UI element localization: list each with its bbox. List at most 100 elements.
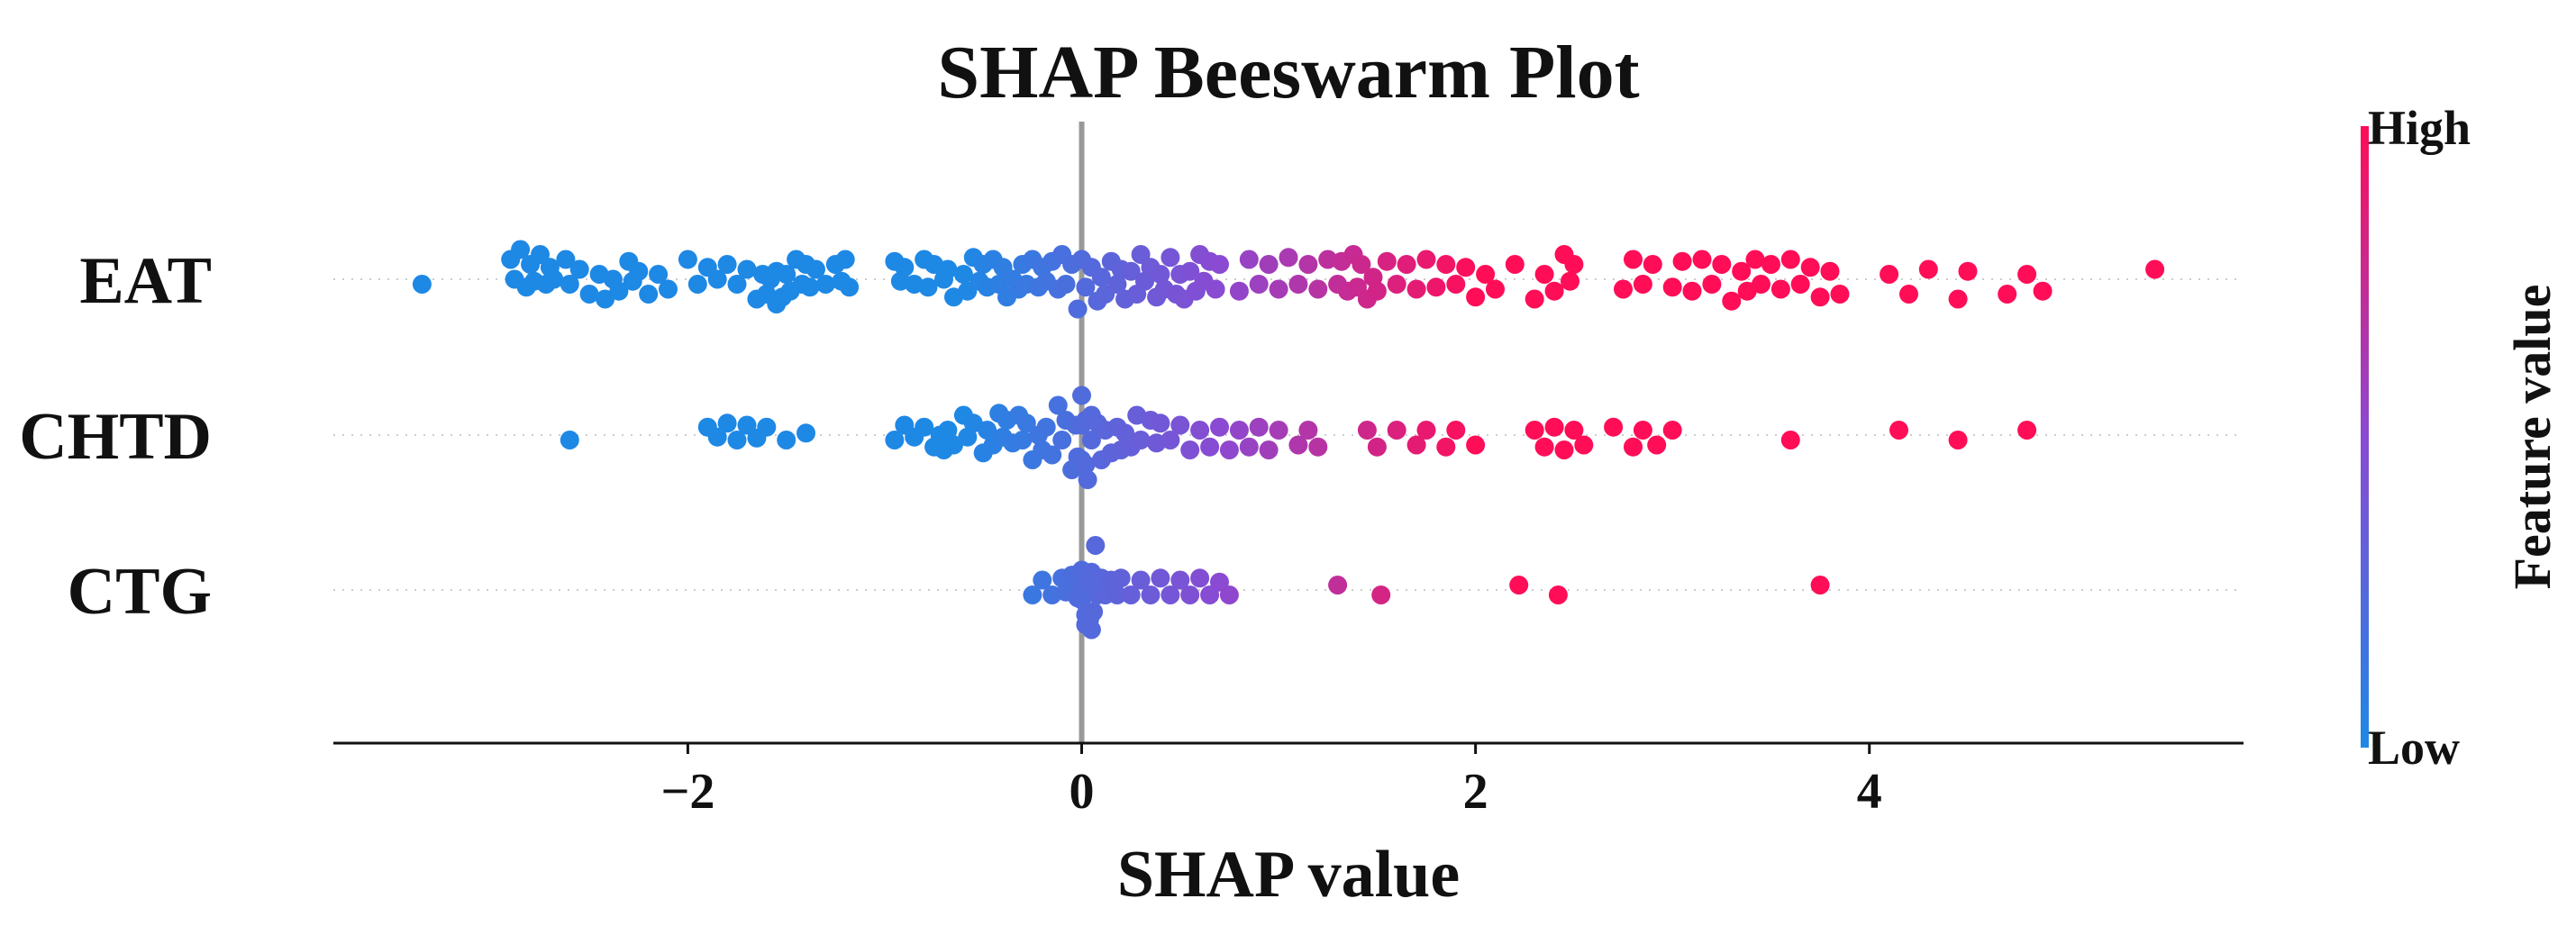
point-chtd — [1048, 395, 1068, 415]
point-chtd — [1574, 435, 1594, 455]
point-ctg — [1200, 586, 1220, 604]
point-eat — [1948, 289, 1968, 309]
point-eat — [1505, 255, 1525, 274]
point-chtd — [1466, 435, 1486, 455]
point-eat — [1712, 255, 1732, 274]
point-eat — [1318, 250, 1338, 269]
point-eat — [737, 259, 757, 279]
point-ctg — [1509, 576, 1529, 595]
point-chtd — [1170, 415, 1190, 435]
x-tick-label: 4 — [1857, 764, 1882, 820]
point-chtd — [1081, 431, 1101, 449]
point-eat — [569, 259, 589, 279]
point-eat — [1377, 251, 1397, 271]
point-eat — [531, 245, 550, 264]
point-eat — [1722, 291, 1742, 311]
point-eat — [1397, 255, 1416, 274]
point-eat — [1076, 277, 1096, 297]
point-eat — [1210, 255, 1229, 274]
point-eat — [1830, 285, 1850, 304]
point-chtd — [1662, 421, 1682, 440]
point-eat — [1958, 261, 1978, 281]
point-eat — [1702, 275, 1722, 294]
feature-value-colorbar — [2361, 126, 2369, 748]
point-chtd — [1151, 413, 1170, 433]
point-eat — [609, 281, 629, 301]
point-eat — [1672, 251, 1692, 271]
point-ctg — [1371, 586, 1391, 604]
point-eat — [1239, 250, 1259, 269]
point-chtd — [1219, 440, 1239, 459]
point-chtd — [796, 423, 815, 443]
point-ctg — [1072, 590, 1091, 610]
point-eat — [544, 269, 564, 289]
point-chtd — [560, 431, 579, 449]
point-eat — [1476, 265, 1496, 284]
point-chtd — [1446, 421, 1466, 440]
point-eat — [1436, 255, 1456, 274]
point-chtd — [1200, 437, 1220, 457]
point-chtd — [1042, 445, 1062, 465]
point-eat — [835, 250, 855, 269]
colorbar-title: Feature value — [2503, 285, 2562, 590]
point-ctg — [1219, 586, 1239, 604]
point-chtd — [1416, 421, 1436, 440]
point-ctg — [1023, 586, 1042, 604]
point-eat — [953, 265, 973, 284]
point-eat — [1624, 250, 1643, 269]
beeswarm-points — [412, 240, 2165, 640]
point-ctg — [1081, 620, 1101, 640]
point-eat — [1544, 281, 1564, 301]
point-eat — [1918, 259, 1938, 279]
point-chtd — [737, 415, 757, 435]
point-chtd — [1298, 421, 1318, 440]
point-eat — [1752, 275, 1770, 294]
point-eat — [1643, 255, 1662, 274]
point-chtd — [1647, 435, 1667, 455]
point-chtd — [1889, 421, 1908, 440]
point-chtd — [1534, 437, 1554, 457]
point-chtd — [1948, 431, 1968, 449]
point-eat — [1466, 287, 1486, 307]
x-tick-label: 0 — [1070, 764, 1095, 820]
point-chtd — [1239, 437, 1259, 457]
point-eat — [1367, 281, 1387, 301]
point-eat — [1810, 287, 1830, 307]
point-eat — [1298, 255, 1318, 274]
point-eat — [1790, 275, 1810, 294]
point-chtd — [717, 413, 737, 433]
point-ctg — [1161, 586, 1180, 604]
point-eat — [1121, 261, 1141, 281]
point-eat — [678, 250, 697, 269]
point-eat — [1564, 255, 1584, 274]
point-ctg — [1084, 602, 1104, 622]
point-eat — [806, 259, 825, 279]
point-eat — [1456, 258, 1476, 277]
point-chtd — [757, 417, 777, 437]
point-eat — [1780, 250, 1800, 269]
point-chtd — [1036, 417, 1056, 437]
point-eat — [1259, 255, 1279, 274]
point-eat — [1288, 275, 1308, 294]
point-chtd — [1131, 431, 1151, 449]
point-chtd — [915, 417, 934, 437]
point-chtd — [1406, 435, 1426, 455]
point-eat — [1732, 261, 1752, 281]
point-eat — [1068, 299, 1088, 319]
point-ctg — [1111, 568, 1131, 588]
point-eat — [1682, 281, 1702, 301]
feature-label-eat: EAT — [79, 244, 212, 318]
point-eat — [1486, 279, 1505, 299]
feature-label-chtd: CHTD — [19, 400, 212, 474]
point-chtd — [1180, 440, 1200, 459]
point-eat — [1761, 255, 1780, 274]
x-tick-label: 2 — [1463, 764, 1488, 820]
point-chtd — [707, 427, 727, 447]
point-eat — [1820, 261, 1840, 281]
point-chtd — [1367, 437, 1387, 457]
point-eat — [1426, 277, 1446, 297]
point-chtd — [1076, 455, 1096, 475]
point-chtd — [885, 431, 905, 449]
point-ctg — [1151, 568, 1170, 588]
